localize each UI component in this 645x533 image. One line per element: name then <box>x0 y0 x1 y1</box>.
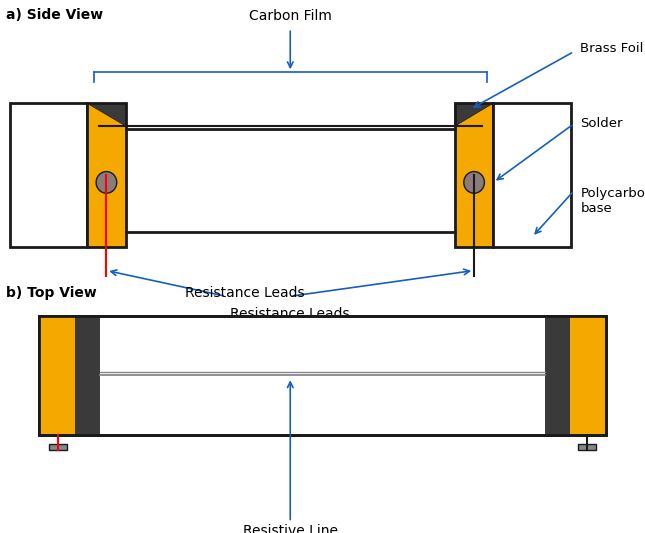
FancyBboxPatch shape <box>10 103 87 247</box>
FancyBboxPatch shape <box>49 444 67 450</box>
FancyBboxPatch shape <box>87 103 126 247</box>
Text: Resistive Line
(carbon film): Resistive Line (carbon film) <box>243 524 338 533</box>
Text: Brass Foil: Brass Foil <box>580 43 644 55</box>
Text: a) Side View: a) Side View <box>6 8 104 22</box>
FancyBboxPatch shape <box>75 317 100 434</box>
Text: Polycarbonate
base: Polycarbonate base <box>580 187 645 215</box>
FancyBboxPatch shape <box>578 444 596 450</box>
FancyBboxPatch shape <box>570 317 605 434</box>
FancyBboxPatch shape <box>493 103 571 247</box>
Ellipse shape <box>96 172 117 193</box>
Polygon shape <box>455 103 493 126</box>
Text: Solder: Solder <box>580 117 623 130</box>
Text: Resistance Leads: Resistance Leads <box>230 306 350 320</box>
FancyBboxPatch shape <box>545 317 570 434</box>
Polygon shape <box>87 103 126 126</box>
Text: b) Top View: b) Top View <box>6 286 97 300</box>
Text: Carbon Film: Carbon Film <box>249 9 332 23</box>
Text: Resistance Leads: Resistance Leads <box>185 286 305 300</box>
FancyBboxPatch shape <box>40 317 75 434</box>
FancyBboxPatch shape <box>455 103 493 247</box>
FancyBboxPatch shape <box>39 316 606 435</box>
Ellipse shape <box>464 172 484 193</box>
